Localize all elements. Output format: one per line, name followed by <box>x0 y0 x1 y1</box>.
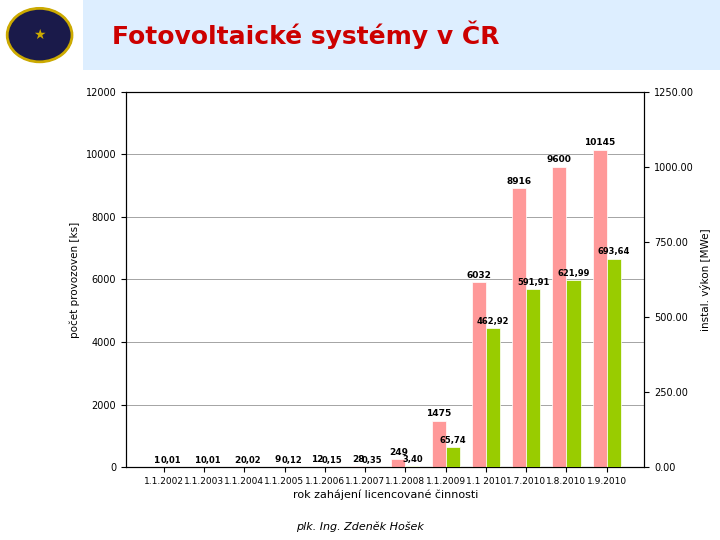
Text: 0,12: 0,12 <box>282 456 302 464</box>
Text: 249: 249 <box>389 448 408 457</box>
Bar <box>472 282 486 467</box>
Bar <box>607 259 621 467</box>
Text: 12: 12 <box>312 455 324 464</box>
Text: 9600: 9600 <box>547 156 572 164</box>
Y-axis label: instal. výkon [MWe]: instal. výkon [MWe] <box>700 228 711 331</box>
Text: 0,02: 0,02 <box>241 456 261 465</box>
Text: 9: 9 <box>274 455 281 464</box>
Text: ★: ★ <box>33 28 46 42</box>
Bar <box>512 188 526 467</box>
Text: 1475: 1475 <box>426 409 451 418</box>
Text: 1: 1 <box>153 456 160 464</box>
Bar <box>446 447 459 467</box>
Text: 1: 1 <box>194 456 200 464</box>
Text: 0,35: 0,35 <box>361 456 382 464</box>
Bar <box>593 150 607 467</box>
Text: 0,01: 0,01 <box>201 456 221 465</box>
Bar <box>526 289 540 467</box>
Bar <box>431 421 446 467</box>
Bar <box>405 466 420 467</box>
X-axis label: rok zahájení licencované činnosti: rok zahájení licencované činnosti <box>292 490 478 501</box>
Text: 28: 28 <box>352 455 364 464</box>
Text: FOTOVOLTAIKA - PRO A PROTI: FOTOVOLTAIKA - PRO A PROTI <box>37 194 46 368</box>
Text: plk. Ing. Zdeněk Hošek: plk. Ing. Zdeněk Hošek <box>296 521 424 532</box>
Bar <box>486 328 500 467</box>
Text: 8916: 8916 <box>507 177 531 186</box>
Text: 693,64: 693,64 <box>598 247 630 256</box>
FancyBboxPatch shape <box>83 0 720 70</box>
Text: 462,92: 462,92 <box>477 317 509 326</box>
Text: 65,74: 65,74 <box>439 436 466 445</box>
Circle shape <box>7 8 72 62</box>
Bar <box>552 167 567 467</box>
Text: 3,40: 3,40 <box>402 455 423 464</box>
Bar <box>567 280 580 467</box>
Text: Fotovoltaické systémy v ČR: Fotovoltaické systémy v ČR <box>112 21 500 49</box>
Text: 591,91: 591,91 <box>517 278 549 287</box>
Text: 6032: 6032 <box>467 271 491 280</box>
Bar <box>351 466 365 467</box>
Text: 0,15: 0,15 <box>321 456 342 464</box>
Text: 10145: 10145 <box>584 138 616 147</box>
Y-axis label: počet provozoven [ks]: počet provozoven [ks] <box>69 221 80 338</box>
Text: 0,01: 0,01 <box>161 456 181 465</box>
Bar <box>391 460 405 467</box>
Text: 2: 2 <box>234 456 240 464</box>
Text: 621,99: 621,99 <box>557 269 590 278</box>
